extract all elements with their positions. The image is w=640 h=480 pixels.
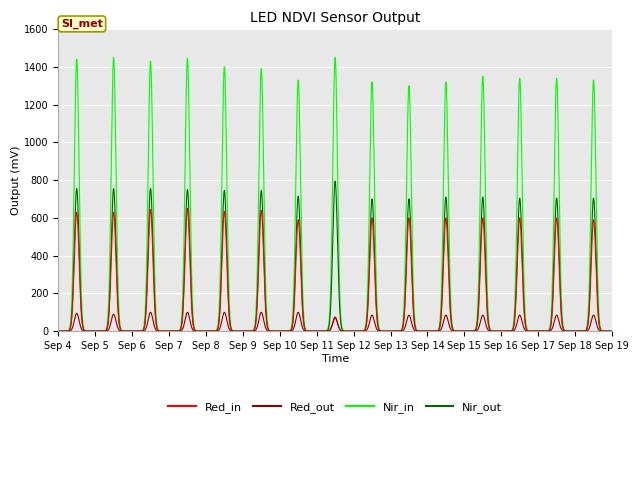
Title: LED NDVI Sensor Output: LED NDVI Sensor Output: [250, 11, 420, 25]
X-axis label: Time: Time: [321, 354, 349, 364]
Y-axis label: Output (mV): Output (mV): [11, 145, 21, 215]
Legend: Red_in, Red_out, Nir_in, Nir_out: Red_in, Red_out, Nir_in, Nir_out: [164, 397, 507, 417]
Text: SI_met: SI_met: [61, 19, 103, 29]
